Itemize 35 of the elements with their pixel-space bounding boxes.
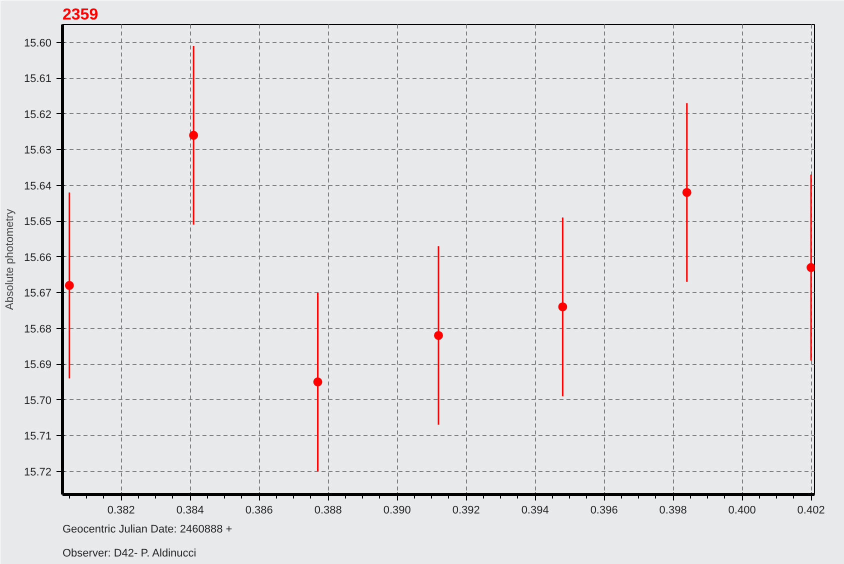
- x-tick-label: 0.398: [659, 504, 687, 516]
- x-tick-label: 0.388: [314, 504, 342, 516]
- y-tick-label: 15.60: [24, 37, 52, 50]
- chart-title: 2359: [62, 6, 98, 24]
- y-tick-label: 15.72: [24, 466, 52, 478]
- y-tick-label: 15.64: [24, 180, 52, 192]
- x-tick-label: 0.400: [728, 504, 756, 516]
- text: Observer: D42- P. Aldinucci: [62, 548, 196, 560]
- x-tick-label: 0.384: [176, 504, 204, 516]
- point: [313, 377, 322, 386]
- x-tick-label: 0.394: [521, 504, 549, 516]
- y-axis-title: Absolute photometry: [4, 208, 16, 310]
- x-tick-label: 0.386: [245, 504, 273, 516]
- point: [682, 188, 692, 197]
- x-axis-title: Geocentric Julian Date: 2460888 +: [62, 524, 232, 536]
- x-tick-label: 0.392: [452, 504, 480, 516]
- point: [806, 263, 814, 272]
- point: [434, 330, 443, 340]
- x-tick-label: 0.396: [590, 504, 618, 516]
- y-tick-label: 15.66: [24, 252, 52, 264]
- point: [189, 130, 198, 140]
- y-tick-label: 15.63: [24, 144, 52, 157]
- x-tick-label: 0.402: [797, 504, 825, 516]
- y-tick-label: 15.71: [24, 430, 52, 443]
- y-tick-label: 15.70: [24, 394, 52, 407]
- y-tick-label: 15.65: [24, 216, 52, 228]
- point: [558, 302, 568, 312]
- y-tick-label: 15.69: [24, 359, 52, 372]
- x-tick-label: 0.382: [107, 504, 135, 516]
- x-tick-label: 0.390: [383, 504, 411, 516]
- y-tick-label: 15.67: [24, 288, 52, 300]
- y-tick-label: 15.68: [24, 323, 52, 336]
- y-tick-label: 15.61: [24, 73, 52, 86]
- point: [64, 280, 74, 290]
- y-tick-label: 15.62: [24, 108, 52, 121]
